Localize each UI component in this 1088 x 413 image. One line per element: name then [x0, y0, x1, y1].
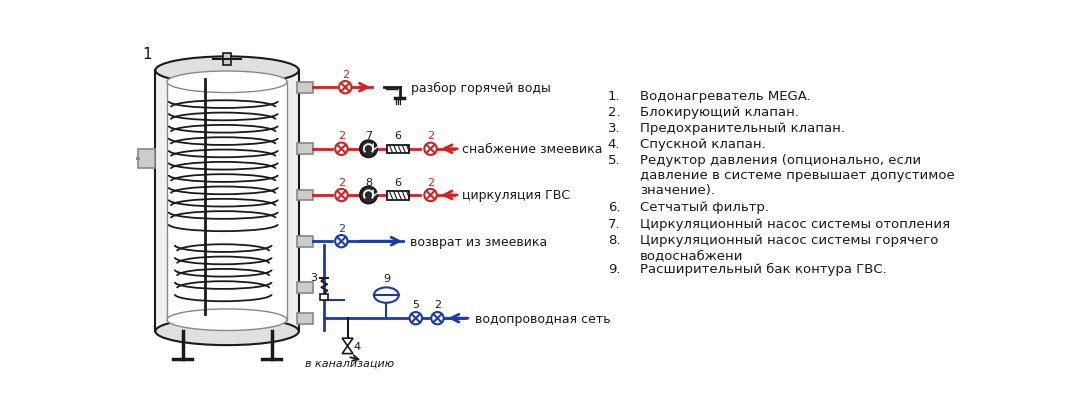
Text: 3.: 3.	[608, 122, 620, 135]
Ellipse shape	[166, 72, 287, 93]
Text: 9: 9	[383, 273, 390, 284]
Circle shape	[424, 190, 436, 202]
Text: 2: 2	[342, 69, 349, 80]
Bar	[297, 313, 312, 324]
Bar	[297, 236, 312, 247]
Text: Циркуляционный насос системы отопления: Циркуляционный насос системы отопления	[640, 217, 950, 230]
Text: 2: 2	[337, 223, 345, 233]
Text: 6: 6	[395, 177, 401, 187]
Polygon shape	[342, 338, 353, 346]
Text: 5.: 5.	[608, 154, 620, 167]
Bar	[156, 71, 299, 332]
Bar	[321, 294, 329, 300]
Bar	[297, 282, 312, 293]
Circle shape	[335, 143, 347, 156]
Text: Циркуляционный насос системы горячего
водоснабжени: Циркуляционный насос системы горячего во…	[640, 233, 938, 261]
Text: циркуляция ГВС: циркуляция ГВС	[461, 189, 570, 202]
Text: 2.: 2.	[608, 106, 620, 119]
Text: 8.: 8.	[608, 233, 620, 246]
Text: в канализацию: в канализацию	[305, 358, 394, 368]
Text: 2: 2	[337, 177, 345, 187]
Bar	[297, 83, 312, 93]
Text: Спускной клапан.: Спускной клапан.	[640, 138, 766, 151]
Text: 5: 5	[412, 300, 419, 310]
Ellipse shape	[374, 288, 398, 303]
Text: 7: 7	[364, 131, 372, 141]
Circle shape	[409, 312, 422, 325]
Text: 3: 3	[310, 272, 317, 282]
Text: 2: 2	[426, 177, 434, 187]
Text: разбор горячей воды: разбор горячей воды	[411, 81, 551, 95]
Text: Предохранительный клапан.: Предохранительный клапан.	[640, 122, 844, 135]
Polygon shape	[342, 346, 353, 354]
Circle shape	[335, 235, 347, 248]
Text: Редуктор давления (опционально, если
давление в системе превышает допустимое
зна: Редуктор давления (опционально, если дав…	[640, 154, 954, 197]
Text: 2: 2	[434, 300, 441, 310]
Text: Блокирующий клапан.: Блокирующий клапан.	[640, 106, 799, 119]
Bar	[138, 150, 156, 169]
Ellipse shape	[156, 57, 299, 85]
Ellipse shape	[156, 318, 299, 345]
Bar	[166, 83, 287, 320]
Text: 7.: 7.	[608, 217, 620, 230]
Text: 6: 6	[395, 131, 401, 141]
Ellipse shape	[166, 309, 287, 331]
Circle shape	[335, 190, 347, 202]
Bar	[223, 53, 231, 66]
Circle shape	[431, 312, 444, 325]
Text: возврат из змеевика: возврат из змеевика	[409, 235, 547, 248]
Text: 1.: 1.	[608, 90, 620, 102]
Circle shape	[424, 143, 436, 156]
Bar	[387, 192, 409, 200]
Bar	[297, 144, 312, 155]
Text: 8: 8	[364, 177, 372, 187]
Text: Расширительный бак контура ГВС.: Расширительный бак контура ГВС.	[640, 262, 887, 275]
Text: 1: 1	[143, 47, 152, 62]
Text: 4: 4	[354, 341, 361, 351]
Bar	[297, 190, 312, 201]
Text: 2: 2	[337, 131, 345, 141]
Text: Водонагреватель MEGA.: Водонагреватель MEGA.	[640, 90, 811, 102]
Bar	[387, 145, 409, 154]
Text: водопроводная сеть: водопроводная сеть	[474, 312, 610, 325]
Text: 4.: 4.	[608, 138, 620, 151]
Text: 2: 2	[426, 131, 434, 141]
Text: 9.: 9.	[608, 262, 620, 275]
Circle shape	[360, 187, 378, 204]
Text: Сетчатый фильтр.: Сетчатый фильтр.	[640, 201, 769, 214]
Text: 6.: 6.	[608, 201, 620, 214]
Circle shape	[360, 141, 378, 158]
Text: снабжение змеевика: снабжение змеевика	[461, 143, 602, 156]
Circle shape	[339, 82, 351, 94]
